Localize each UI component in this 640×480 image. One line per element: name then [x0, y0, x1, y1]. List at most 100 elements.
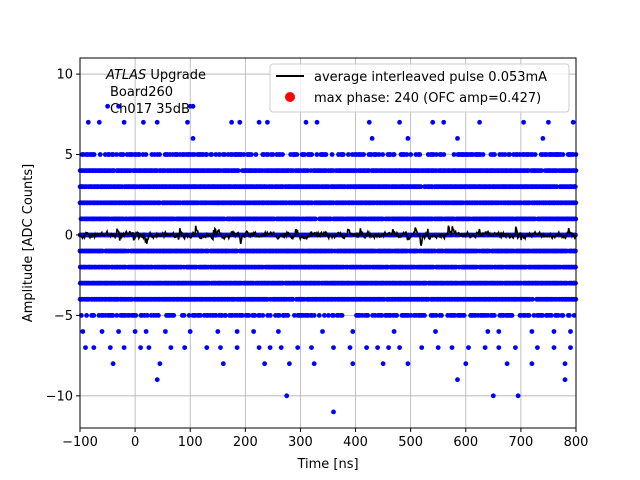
data-point	[526, 313, 532, 318]
data-point	[248, 152, 254, 157]
data-point-outlier	[154, 377, 160, 383]
y-tick-label: 5	[65, 148, 73, 163]
legend-label-marker: max phase: 240 (OFC amp=0.427)	[314, 91, 541, 106]
data-point	[466, 345, 471, 350]
data-point	[365, 313, 371, 318]
data-point	[323, 152, 329, 157]
data-point	[339, 313, 345, 318]
data-point	[375, 345, 380, 350]
data-point	[309, 345, 314, 350]
data-point	[530, 296, 535, 302]
data-point	[529, 329, 535, 334]
data-point	[560, 152, 566, 157]
average-pulse-path	[79, 225, 577, 246]
data-point	[218, 345, 223, 350]
data-point	[463, 361, 469, 367]
data-point	[141, 119, 146, 125]
data-point	[276, 313, 282, 318]
data-point	[116, 329, 121, 334]
data-point	[116, 103, 121, 109]
data-point	[114, 313, 120, 318]
data-point	[309, 152, 315, 157]
data-point-outlier	[284, 393, 290, 399]
annotation-atlas: ATLAS	[105, 68, 146, 83]
data-point	[376, 152, 382, 157]
data-point	[96, 119, 102, 125]
data-point	[551, 345, 557, 350]
data-point-outlier	[515, 393, 521, 399]
data-point	[209, 152, 215, 157]
data-point	[91, 313, 97, 318]
data-point	[435, 345, 441, 350]
data-point	[278, 345, 284, 350]
data-point	[568, 345, 573, 350]
x-tick-label: 800	[564, 435, 589, 450]
data-point	[366, 119, 372, 125]
data-point	[235, 168, 241, 174]
data-point	[455, 136, 460, 141]
data-point	[220, 361, 226, 367]
y-tick-label: 0	[65, 228, 73, 243]
data-point	[451, 152, 457, 157]
data-point	[285, 313, 291, 318]
data-point	[171, 313, 177, 318]
data-point	[350, 361, 356, 367]
data-point	[313, 216, 318, 222]
data-point	[555, 313, 561, 318]
data-point	[157, 361, 163, 367]
data-point	[570, 119, 576, 125]
data-point	[496, 345, 502, 350]
data-point	[433, 329, 438, 334]
data-point	[482, 345, 488, 350]
data-point-outlier	[490, 393, 496, 399]
x-tick-label: 400	[343, 435, 368, 450]
axes-background	[80, 58, 576, 428]
data-point	[280, 152, 285, 157]
data-point	[110, 361, 116, 367]
data-point	[391, 152, 397, 157]
data-point	[265, 152, 271, 157]
data-point	[361, 152, 366, 157]
data-point	[143, 152, 149, 157]
data-point	[204, 345, 210, 350]
x-tick-label: 600	[453, 435, 478, 450]
data-point	[253, 152, 259, 157]
data-point	[480, 152, 486, 157]
data-point	[185, 119, 190, 125]
y-axis-label: Amplitude [ADC Counts]	[21, 164, 36, 322]
data-point	[241, 152, 247, 157]
x-tick-label: −100	[62, 435, 98, 450]
data-point	[548, 313, 554, 318]
x-axis-label: Time [ns]	[296, 457, 358, 472]
data-point	[237, 119, 243, 125]
data-point	[346, 152, 351, 157]
data-point	[302, 152, 307, 157]
data-point	[568, 329, 573, 334]
data-point	[397, 119, 402, 125]
data-point	[350, 329, 356, 334]
data-point	[223, 313, 229, 318]
data-point	[270, 152, 276, 157]
data-point	[295, 345, 301, 350]
data-point	[265, 119, 270, 125]
data-point	[551, 329, 557, 334]
data-point	[408, 152, 414, 157]
legend-label-line: average interleaved pulse 0.053mA	[314, 70, 547, 85]
data-point	[567, 313, 572, 318]
data-point	[441, 152, 447, 157]
data-point	[572, 184, 578, 190]
data-point	[110, 152, 116, 157]
data-point	[331, 313, 336, 318]
data-point-outlier	[455, 377, 460, 383]
data-point-outlier	[562, 377, 568, 383]
data-point	[507, 152, 512, 157]
data-point	[562, 361, 568, 367]
data-point	[256, 119, 262, 125]
annotation-line2: Board260	[110, 85, 173, 100]
data-point	[133, 313, 139, 318]
data-point	[146, 345, 152, 350]
data-point	[234, 329, 240, 334]
annotation: ATLAS Upgrade Board260 Ch017 35dB	[105, 68, 206, 117]
data-point	[292, 313, 297, 318]
